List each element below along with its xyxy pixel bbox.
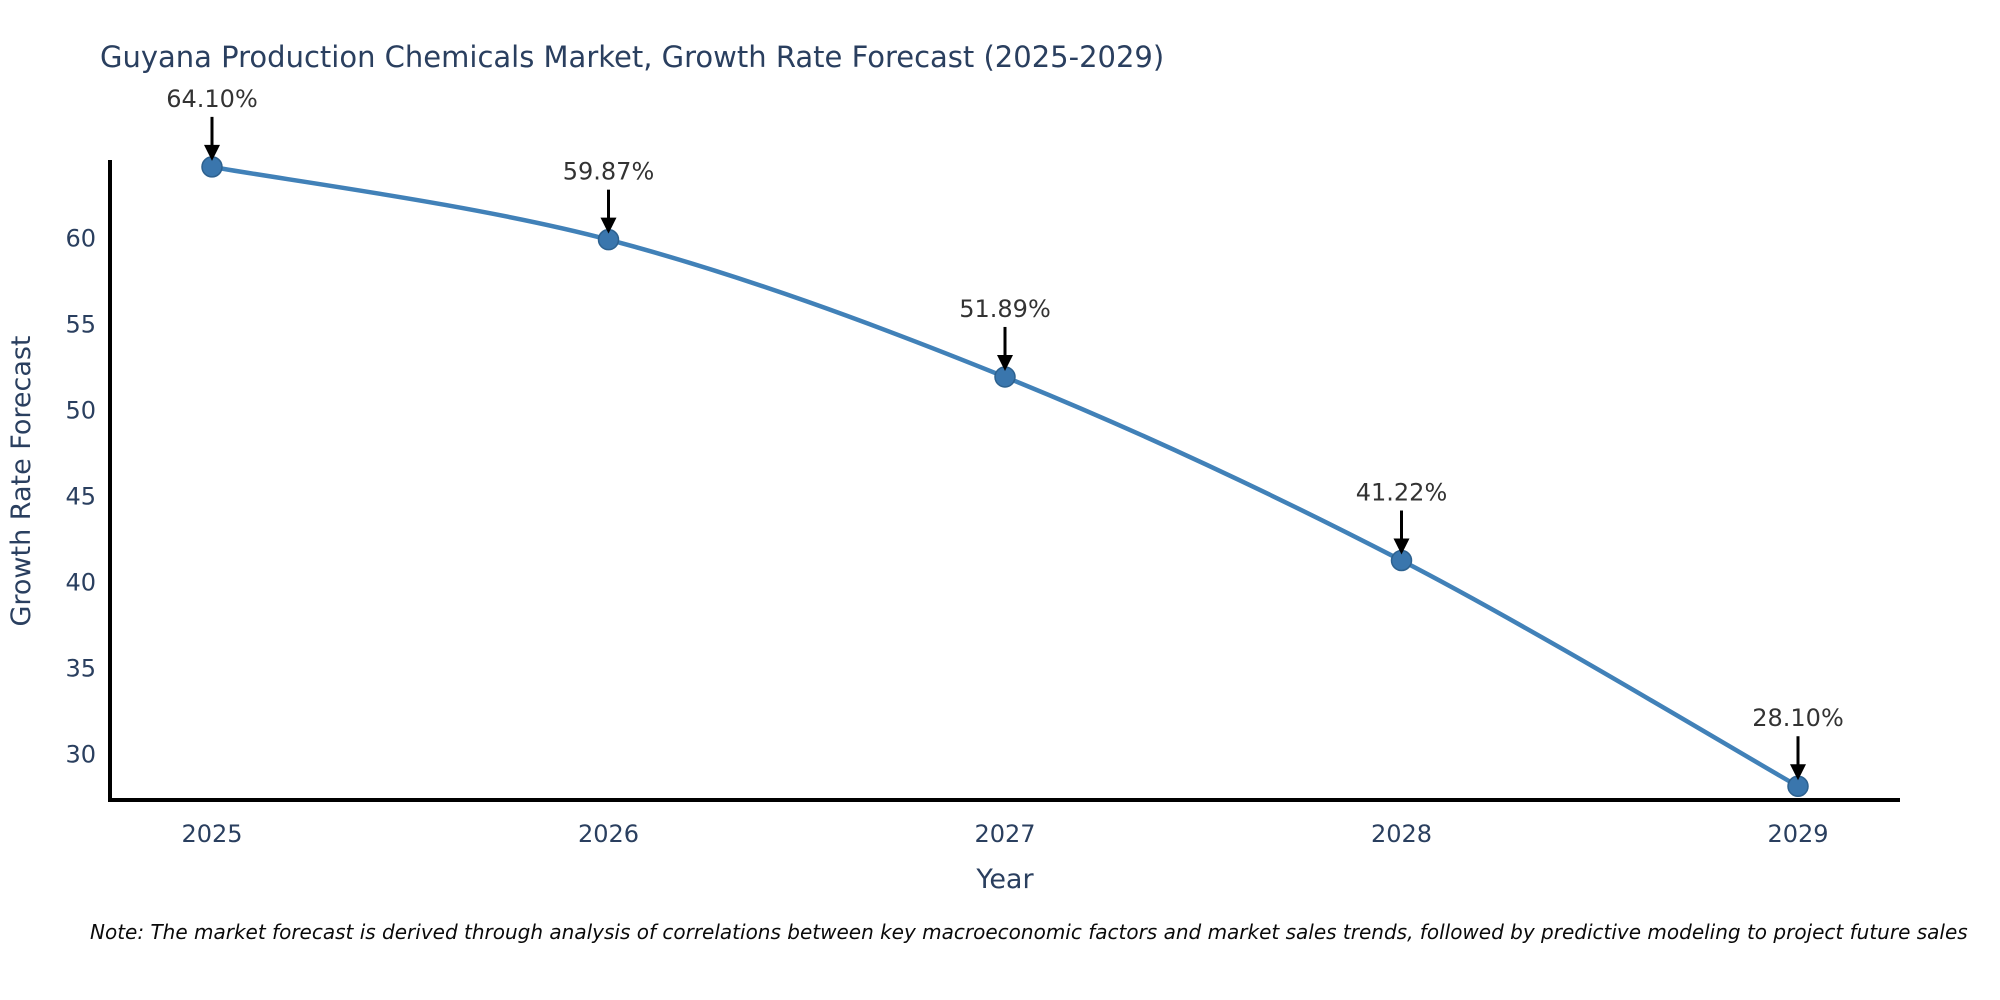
y-tick-label: 60 xyxy=(65,224,96,252)
y-tick-label: 35 xyxy=(65,655,96,683)
y-tick-label: 55 xyxy=(65,310,96,338)
data-point-label: 51.89% xyxy=(959,295,1051,323)
x-tick-label: 2028 xyxy=(1371,820,1432,848)
annotation-arrow-head xyxy=(1790,764,1806,781)
x-tick-label: 2025 xyxy=(181,820,242,848)
annotation-arrow-head xyxy=(600,217,617,234)
data-point-label: 28.10% xyxy=(1752,704,1844,732)
data-point-label: 64.10% xyxy=(166,85,258,113)
x-tick-label: 2027 xyxy=(974,820,1035,848)
data-point-label: 41.22% xyxy=(1356,479,1448,507)
y-tick-label: 50 xyxy=(65,396,96,424)
y-tick-label: 40 xyxy=(65,569,96,597)
annotation-arrow-head xyxy=(997,354,1013,371)
y-tick-label: 30 xyxy=(65,741,96,769)
annotation-arrow-head xyxy=(204,144,220,161)
x-tick-label: 2026 xyxy=(578,820,639,848)
footnote: Note: The market forecast is derived thr… xyxy=(90,920,1968,944)
annotation-arrow-head xyxy=(1393,538,1410,555)
line-chart-canvas: 30 35 40 45 50 55 60 2025 2026 2027 2028 2029 Growth… xyxy=(6,85,1900,895)
y-tick-label: 45 xyxy=(65,482,96,510)
data-point-label: 59.87% xyxy=(563,158,655,186)
x-axis-title: Year xyxy=(975,864,1034,895)
y-axis-title: Growth Rate Forecast xyxy=(6,335,37,626)
x-tick-label: 2029 xyxy=(1767,820,1828,848)
chart-title: Guyana Production Chemicals Market, Grow… xyxy=(100,40,1165,74)
series-line xyxy=(209,164,1801,789)
